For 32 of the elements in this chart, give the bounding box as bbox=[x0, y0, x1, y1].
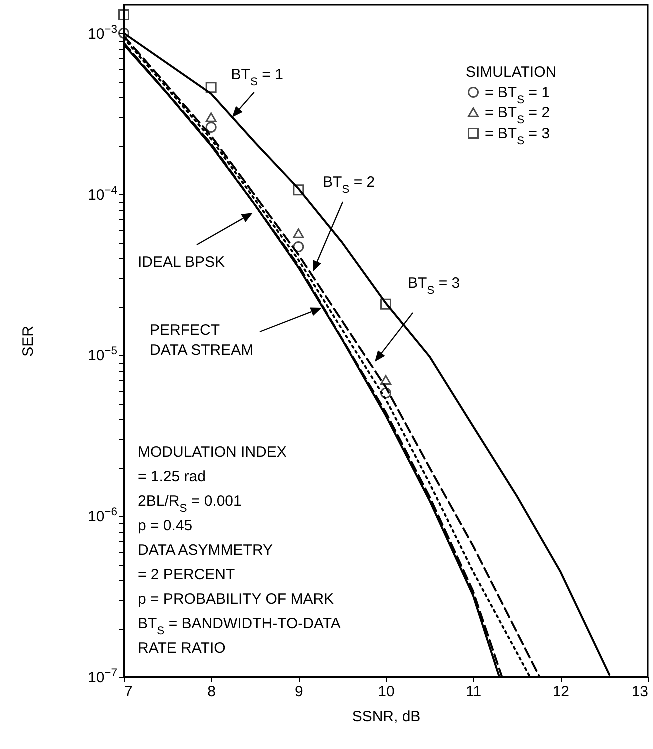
y-tick-label: 10$^{−5}$ bbox=[88, 346, 118, 365]
x-tick-label: 12 bbox=[552, 684, 570, 700]
annotation: BT$_{S}$ = 3 bbox=[408, 275, 460, 297]
annotation: p = PROBABILITY OF MARK bbox=[138, 591, 334, 608]
annotation: BT$_{S}$ = 2 bbox=[323, 174, 376, 196]
annotation: MODULATION INDEX bbox=[138, 444, 287, 461]
annotation: = 2 PERCENT bbox=[138, 566, 236, 584]
annotation: = 1.25 rad bbox=[138, 468, 206, 486]
x-tick-label: 9 bbox=[294, 684, 304, 700]
x-axis-title: SSNR, dB bbox=[352, 708, 421, 726]
x-tick-label: 10 bbox=[378, 684, 395, 700]
x-tick-label: 7 bbox=[124, 684, 133, 700]
x-tick-label: 11 bbox=[466, 684, 482, 700]
legend-label: = BT$_{S}$ = 1 bbox=[485, 84, 550, 106]
y-tick-label: 10$^{−7}$ bbox=[88, 668, 118, 686]
x-tick-label: 8 bbox=[208, 684, 216, 700]
annotation: PERFECT DATA STREAM bbox=[150, 322, 254, 359]
annotation: BT$_{S}$ = 1 bbox=[231, 66, 284, 88]
annotation: RATE RATIO bbox=[138, 640, 226, 657]
legend-label: = BT$_{S}$ = 2 bbox=[485, 104, 550, 126]
annotation: p = 0.45 bbox=[138, 518, 193, 534]
annotation: 2BL/R$_{S}$ = 0.001 bbox=[138, 493, 242, 515]
annotation: DATA ASYMMETRY bbox=[138, 542, 274, 559]
y-tick-label: 10$^{−3}$ bbox=[88, 24, 118, 43]
y-tick-label: 10$^{−4}$ bbox=[88, 184, 118, 204]
legend-title: SIMULATION bbox=[466, 64, 557, 81]
x-tick-label: 13 bbox=[632, 684, 648, 700]
legend-label: = BT$_{S}$ = 3 bbox=[485, 126, 550, 148]
annotation: BT$_{S}$ = BANDWIDTH-TO-DATA bbox=[138, 616, 341, 638]
y-tick-label: 10$^{−6}$ bbox=[88, 506, 118, 526]
annotation: IDEAL BPSK bbox=[138, 254, 225, 271]
y-axis-title: SER bbox=[20, 326, 37, 357]
